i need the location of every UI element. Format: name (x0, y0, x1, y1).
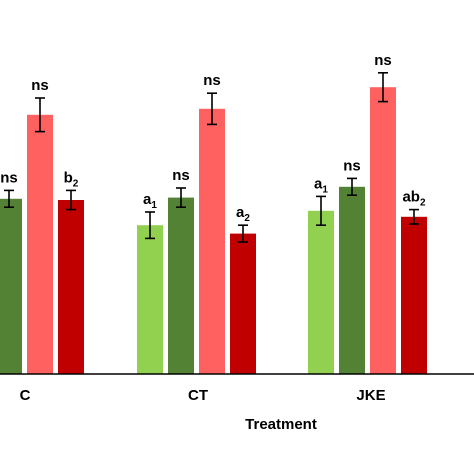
bar-c-series3 (27, 114, 53, 375)
significance-label-jke-series4: ab2 (402, 189, 426, 209)
significance-label-c-series3: ns (31, 77, 49, 94)
error-bar-jke-series4 (409, 208, 419, 225)
error-bar-jke-series2 (347, 177, 357, 196)
bar-jke-series3 (370, 87, 396, 374)
error-bar-c-series2 (4, 189, 14, 208)
labels-layer: ns ns b2 Ca1 ns ns a2 CT a1 ns ns ab2 JKE (0, 52, 426, 404)
error-bar-jke-series3 (378, 72, 388, 103)
bars-layer (0, 72, 427, 375)
significance-label-c-series2: ns (0, 169, 18, 186)
bar-ct-series4 (230, 233, 256, 374)
bar-ct-series2 (168, 197, 194, 374)
significance-label-jke-series3: ns (374, 52, 392, 69)
significance-label-jke-series2: ns (343, 157, 361, 174)
error-bar-ct-series3 (207, 92, 217, 126)
error-bar-c-series3 (35, 97, 45, 133)
significance-label-ct-series3: ns (203, 72, 221, 89)
x-tick-label-ct: CT (188, 387, 208, 404)
bar-jke-series2 (339, 186, 365, 374)
x-tick-label-c: C (20, 387, 31, 404)
error-bar-c-series4 (66, 189, 76, 211)
x-axis-title: Treatment (245, 416, 317, 433)
error-bar-jke-series1 (316, 195, 326, 226)
bar-ct-series1 (137, 225, 163, 374)
bar-jke-series4 (401, 216, 427, 374)
bar-c-series4 (58, 200, 84, 374)
x-tick-label-jke: JKE (356, 387, 385, 404)
significance-label-ct-series2: ns (172, 167, 190, 184)
bar-ct-series3 (199, 108, 225, 375)
significance-label-ct-series4: a2 (236, 204, 250, 224)
bar-jke-series1 (308, 210, 334, 374)
bar-c-series2 (0, 198, 22, 374)
significance-label-ct-series1: a1 (143, 191, 157, 211)
significance-label-c-series4: b2 (64, 169, 79, 189)
error-bar-ct-series1 (145, 211, 155, 240)
error-bar-ct-series4 (238, 224, 248, 243)
significance-label-jke-series1: a1 (314, 175, 328, 195)
error-bar-ct-series2 (176, 187, 186, 208)
